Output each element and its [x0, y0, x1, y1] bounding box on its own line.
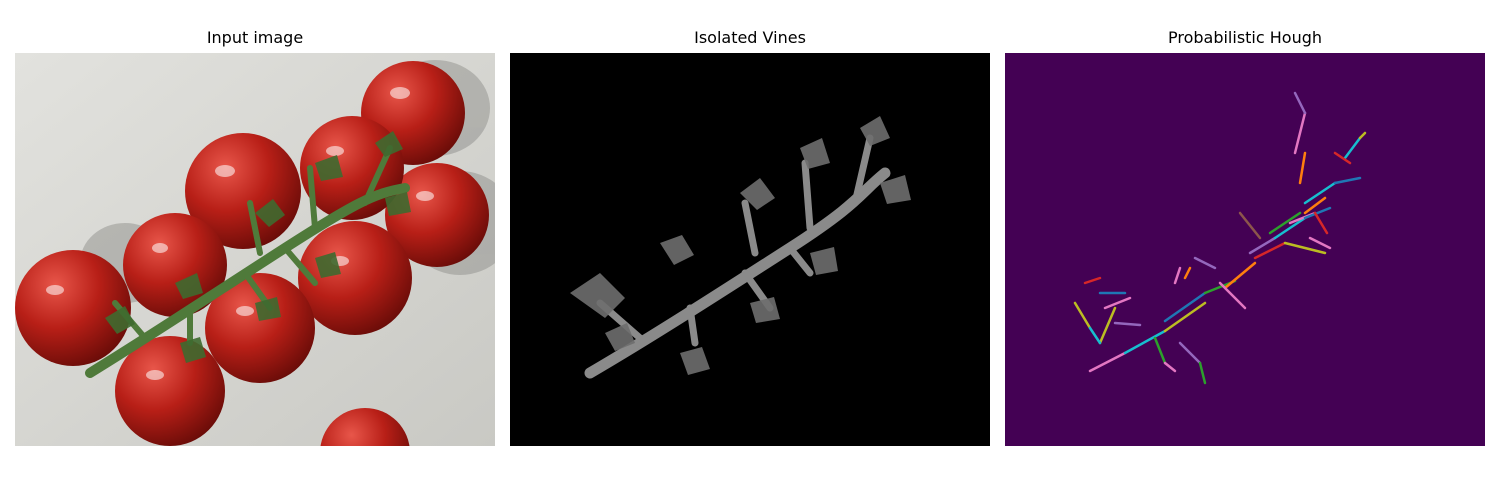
hough-lines-image — [1005, 53, 1485, 446]
input-image-panel — [15, 53, 495, 446]
panel-title-hough: Probabilistic Hough — [1167, 28, 1323, 47]
vine-mask-image — [510, 53, 990, 446]
panel-title-isolated: Isolated Vines — [694, 28, 806, 47]
hough-lines-panel — [1005, 53, 1485, 446]
isolated-vines-panel — [510, 53, 990, 446]
tomato-vine-photo — [15, 53, 495, 446]
panel-title-input: Input image — [206, 28, 304, 47]
